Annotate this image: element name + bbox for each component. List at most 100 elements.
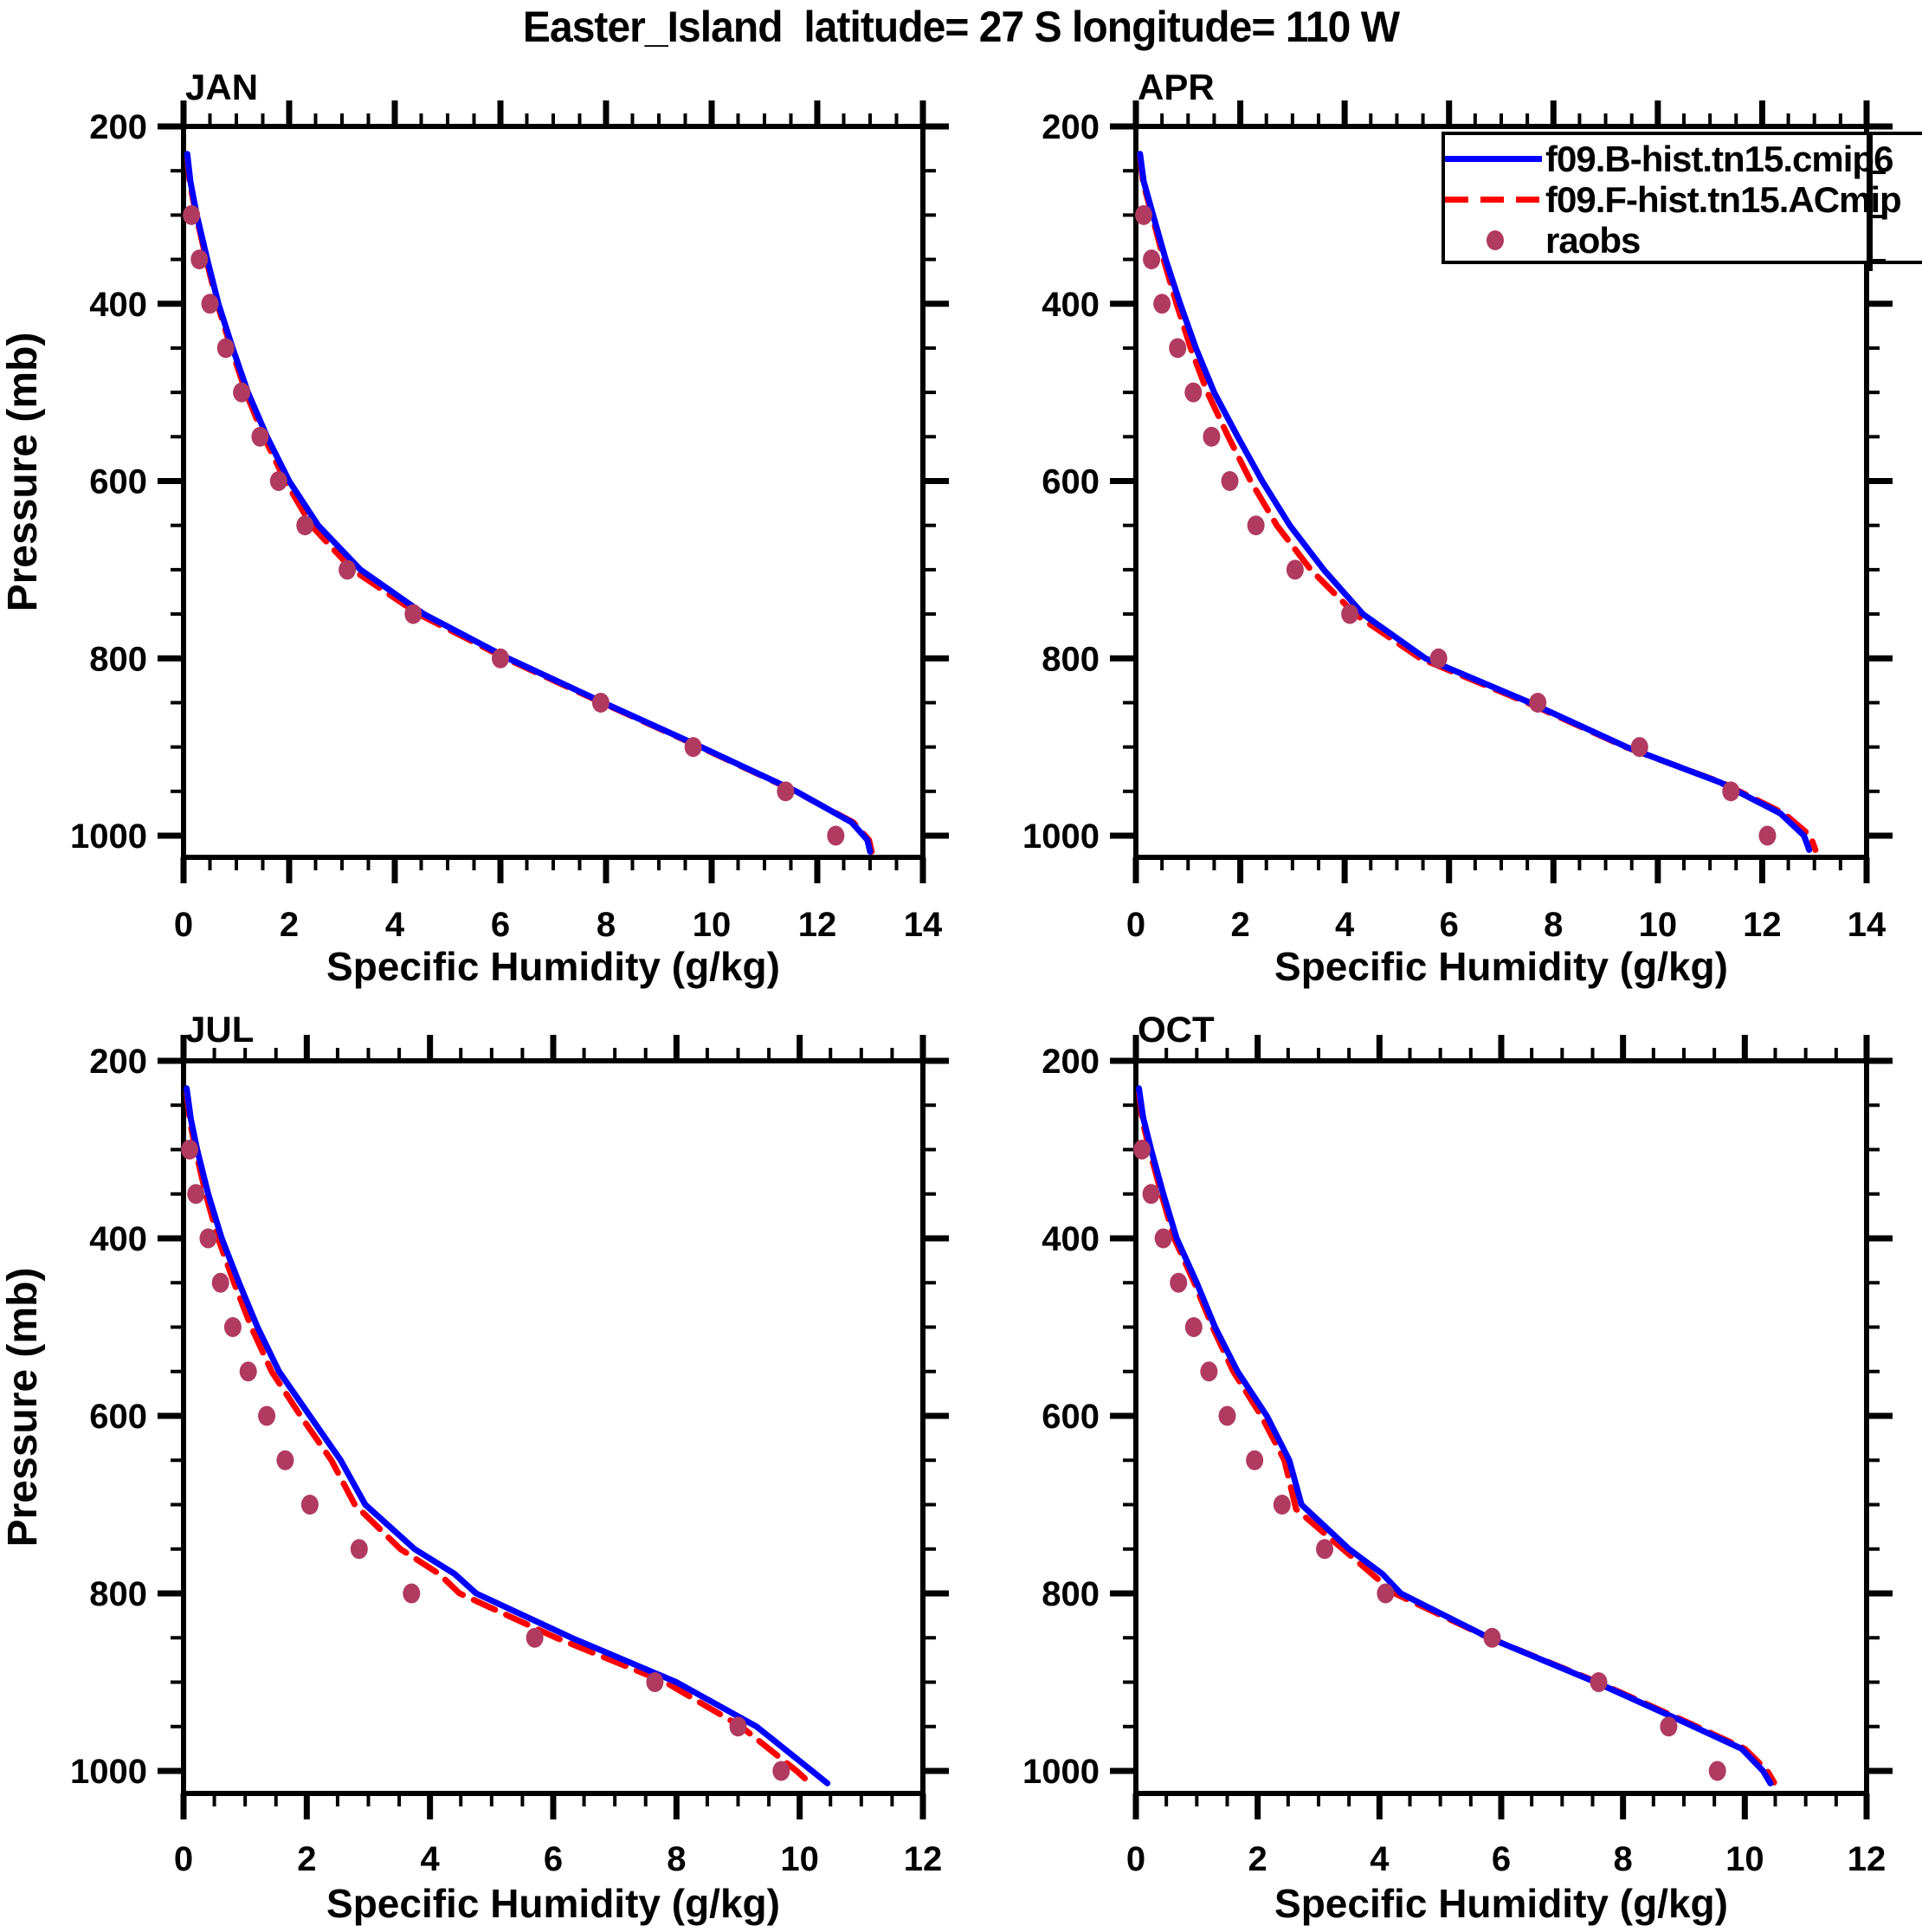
x-tick-label: 8 (1614, 1840, 1633, 1878)
solid-line-sample (1445, 156, 1545, 162)
legend-box: f09.B-hist.tn15.cmip6 f09.F-hist.tn15.AC… (1442, 132, 1922, 271)
x-tick-label: 0 (174, 906, 193, 944)
raobs-point (646, 1672, 664, 1692)
raobs-point (1135, 204, 1153, 225)
legend-label: f09.F-hist.tn15.ACmip (1545, 178, 1902, 220)
raobs-point (1660, 1716, 1678, 1737)
raobs-point (1483, 1627, 1501, 1648)
raobs-point (276, 1450, 294, 1470)
x-tick-label: 2 (1230, 906, 1249, 944)
raobs-point (1590, 1672, 1608, 1692)
x-axis-title: Specific Humidity (g/kg) (326, 944, 780, 989)
x-tick-label: 0 (1126, 1840, 1145, 1878)
raobs-point (350, 1539, 368, 1560)
raobs-point (300, 1495, 319, 1515)
x-tick-label: 2 (280, 906, 299, 944)
x-tick-label: 4 (421, 1840, 441, 1878)
raobs-point (1429, 648, 1448, 669)
raobs-point (190, 249, 209, 270)
panel-month-title: JAN (185, 67, 258, 107)
x-axis-title: Specific Humidity (g/kg) (1274, 1881, 1728, 1926)
y-tick-label: 1000 (70, 1753, 147, 1791)
y-axis-title: Pressure (mb) (0, 333, 46, 612)
raobs-point (772, 1761, 790, 1781)
x-tick-label: 2 (297, 1840, 316, 1878)
y-tick-label: 400 (89, 286, 147, 324)
legend-entry-model-f: f09.F-hist.tn15.ACmip (1445, 179, 1922, 220)
y-tick-label: 1000 (70, 817, 147, 856)
raobs-point (239, 1361, 257, 1382)
x-tick-label: 14 (1848, 906, 1887, 944)
raobs-point (201, 294, 219, 314)
plot-frame (1133, 124, 1869, 860)
model-b-line (1136, 1085, 1774, 1787)
x-axis-title: Specific Humidity (g/kg) (1274, 944, 1728, 989)
raobs-point (223, 1317, 242, 1337)
dot-marker-sample (1445, 230, 1545, 250)
raobs-point (1377, 1583, 1395, 1604)
raobs-point (181, 1140, 199, 1160)
x-tick-label: 12 (904, 1840, 943, 1878)
raobs-point (1529, 692, 1547, 713)
x-tick-label: 12 (798, 906, 837, 944)
raobs-point (403, 1583, 421, 1604)
panel-month-title: APR (1138, 67, 1215, 107)
panel-oct: 0 2 4 6 8 10 12 200 400 600 800 1000 OCT Specific Hum… (1022, 1009, 1893, 1926)
raobs-point (591, 692, 609, 713)
raobs-point (1221, 471, 1239, 491)
legend-label: raobs (1545, 219, 1641, 261)
panel-jan: 0 2 4 6 8 10 12 14 200 400 600 800 1000 JAN Specific H… (70, 67, 949, 989)
raobs-point (1169, 338, 1187, 359)
raobs-point (1200, 1361, 1218, 1382)
x-tick-label: 8 (597, 906, 616, 944)
x-tick-label: 0 (174, 1840, 193, 1878)
raobs-point (1142, 1184, 1160, 1205)
plot-frame (1133, 1058, 1869, 1796)
raobs-point (729, 1716, 747, 1737)
y-tick-label: 600 (89, 1398, 147, 1436)
raobs-point (1630, 737, 1648, 758)
x-tick-label: 8 (667, 1840, 686, 1878)
x-tick-label: 14 (904, 906, 943, 944)
panel-apr: 0 2 4 6 8 10 12 14 200 400 600 800 1000 APR Specific H… (1022, 67, 1893, 989)
right-axis-minor-tick (1873, 259, 1886, 262)
raobs-point (827, 825, 845, 846)
x-tick-label: 6 (544, 1840, 563, 1878)
x-tick-label: 8 (1544, 906, 1563, 944)
x-tick-label: 10 (693, 906, 732, 944)
y-axis-title: Pressure (mb) (0, 1268, 46, 1548)
y-tick-label: 800 (89, 640, 147, 678)
y-tick-label: 600 (89, 463, 147, 501)
raobs-point (1273, 1495, 1291, 1515)
raobs-point (258, 1405, 276, 1426)
figure-title: Easter_Island latitude= 27 S longitude= … (522, 3, 1400, 51)
x-tick-label: 12 (1743, 906, 1782, 944)
raobs-point (1218, 1405, 1236, 1426)
plot-frame (181, 124, 926, 860)
x-tick-label: 2 (1248, 1840, 1267, 1878)
model-b-line (184, 1085, 831, 1787)
right-axis-minor-tick (1873, 215, 1886, 218)
raobs-point (296, 515, 314, 536)
plot-frame (181, 1058, 926, 1796)
raobs-point (251, 426, 269, 447)
raobs-point (1170, 1272, 1188, 1293)
x-tick-label: 12 (1848, 1840, 1887, 1878)
raobs-point (211, 1272, 229, 1293)
panel-month-title: OCT (1138, 1009, 1215, 1050)
y-tick-label: 800 (1042, 640, 1100, 678)
y-tick-label: 200 (89, 1043, 147, 1081)
y-tick-label: 200 (1042, 1043, 1100, 1081)
panel-jul: 0 2 4 6 8 10 12 200 400 600 800 1000 JUL Specific Hum… (70, 1009, 949, 1926)
plot-frame-overlay-line (1867, 132, 1873, 271)
raobs-point (1708, 1761, 1726, 1781)
x-tick-label: 6 (1492, 1840, 1511, 1878)
raobs-point (684, 737, 702, 758)
y-tick-label: 1000 (1022, 1753, 1100, 1791)
y-tick-label: 400 (89, 1220, 147, 1258)
y-tick-label: 200 (89, 108, 147, 146)
x-tick-label: 10 (1725, 1840, 1764, 1878)
legend-label: f09.B-hist.tn15.cmip6 (1545, 138, 1893, 179)
